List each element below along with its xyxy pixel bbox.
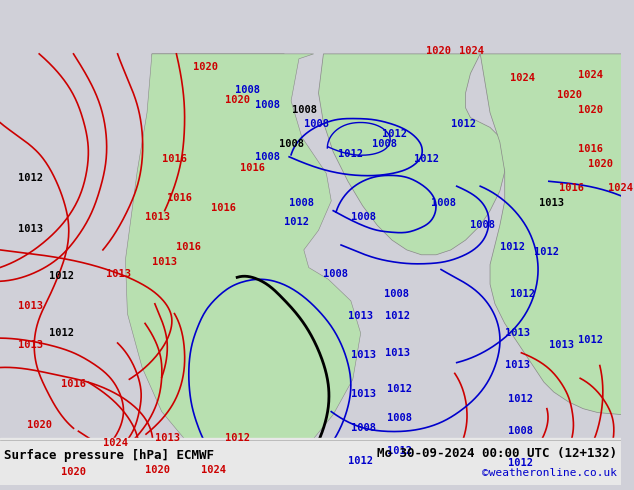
Text: 1008: 1008 [235, 85, 260, 95]
Text: 1013: 1013 [505, 360, 530, 369]
Text: 1008: 1008 [387, 414, 412, 423]
Text: 1020: 1020 [61, 467, 86, 477]
Polygon shape [126, 54, 361, 464]
Text: 1016: 1016 [210, 203, 236, 213]
Text: 1012: 1012 [451, 120, 476, 129]
Text: 1024: 1024 [578, 71, 603, 80]
Text: 1008: 1008 [323, 270, 349, 279]
Text: 1012: 1012 [348, 456, 373, 466]
Text: 1012: 1012 [338, 149, 363, 159]
Polygon shape [137, 54, 333, 431]
Text: 1012: 1012 [284, 218, 309, 227]
Text: 1020: 1020 [27, 420, 53, 430]
Text: 1012: 1012 [534, 247, 559, 257]
Text: 1013: 1013 [549, 340, 574, 350]
Text: 1016: 1016 [176, 242, 202, 252]
Polygon shape [480, 54, 621, 415]
Text: 1012: 1012 [508, 394, 533, 404]
Text: Mo 30-09-2024 00:00 UTC (12+132): Mo 30-09-2024 00:00 UTC (12+132) [377, 447, 618, 460]
Polygon shape [318, 54, 505, 255]
Text: 1012: 1012 [500, 242, 525, 252]
Text: 1012: 1012 [382, 129, 407, 139]
Text: 1012: 1012 [49, 328, 74, 338]
Text: 1008: 1008 [351, 423, 376, 433]
Text: 1013: 1013 [18, 224, 42, 234]
Text: 1012: 1012 [49, 271, 74, 281]
Text: 1012: 1012 [413, 154, 439, 164]
Text: 1013: 1013 [145, 213, 170, 222]
Text: 1008: 1008 [470, 220, 495, 230]
Text: 1013: 1013 [351, 350, 376, 360]
Text: 1008: 1008 [384, 289, 409, 299]
Text: 1024: 1024 [103, 438, 128, 448]
Text: 1013: 1013 [18, 340, 42, 350]
Text: 1013: 1013 [539, 198, 564, 208]
Text: 1016: 1016 [559, 183, 584, 193]
Text: 1013: 1013 [351, 389, 376, 399]
Text: 1012: 1012 [387, 384, 412, 394]
Bar [0, 54, 621, 485]
Text: 1020: 1020 [193, 62, 218, 72]
Text: 1012: 1012 [387, 446, 412, 456]
Text: 1008: 1008 [255, 100, 280, 110]
Text: 1008: 1008 [280, 139, 304, 149]
Text: 1020: 1020 [226, 95, 250, 105]
Text: 1008: 1008 [292, 105, 317, 115]
Bar [0, 438, 621, 485]
Text: 1020: 1020 [426, 46, 451, 56]
Text: 1024: 1024 [458, 46, 484, 56]
Text: 1016: 1016 [240, 164, 265, 173]
Text: 1008: 1008 [255, 152, 280, 162]
Text: 1013: 1013 [505, 328, 530, 338]
Text: 1008: 1008 [431, 198, 456, 208]
Text: 1016: 1016 [578, 144, 603, 154]
Text: 1013: 1013 [348, 311, 373, 320]
Text: 1012: 1012 [18, 173, 42, 183]
Text: 1008: 1008 [372, 139, 398, 149]
Text: 1016: 1016 [61, 379, 86, 389]
Text: 1020: 1020 [557, 90, 581, 100]
Text: 1008: 1008 [508, 426, 533, 436]
Text: Surface pressure [hPa] ECMWF: Surface pressure [hPa] ECMWF [4, 449, 214, 462]
Text: 1012: 1012 [510, 289, 534, 299]
Text: 1008: 1008 [351, 213, 376, 222]
Text: 1020: 1020 [588, 159, 613, 169]
Text: 1016: 1016 [167, 193, 191, 203]
Text: 1020: 1020 [578, 105, 603, 115]
Text: 1024: 1024 [510, 74, 534, 83]
Text: ©weatheronline.co.uk: ©weatheronline.co.uk [482, 468, 618, 478]
Text: 1024: 1024 [201, 466, 226, 475]
Text: 1012: 1012 [578, 335, 603, 345]
Text: 1012: 1012 [226, 433, 250, 443]
Text: 1020: 1020 [145, 466, 170, 475]
Text: 1008: 1008 [304, 120, 329, 129]
Text: 1013: 1013 [155, 433, 180, 443]
Text: 1013: 1013 [152, 257, 177, 267]
Text: 1024: 1024 [607, 183, 633, 193]
Text: 1016: 1016 [162, 154, 186, 164]
Text: 1013: 1013 [106, 270, 131, 279]
Text: 1013: 1013 [18, 301, 42, 311]
Text: 1013: 1013 [385, 348, 410, 358]
Bar [0, 440, 621, 485]
Text: 1008: 1008 [289, 198, 314, 208]
Text: 1012: 1012 [508, 458, 533, 467]
Text: 1012: 1012 [385, 311, 410, 320]
